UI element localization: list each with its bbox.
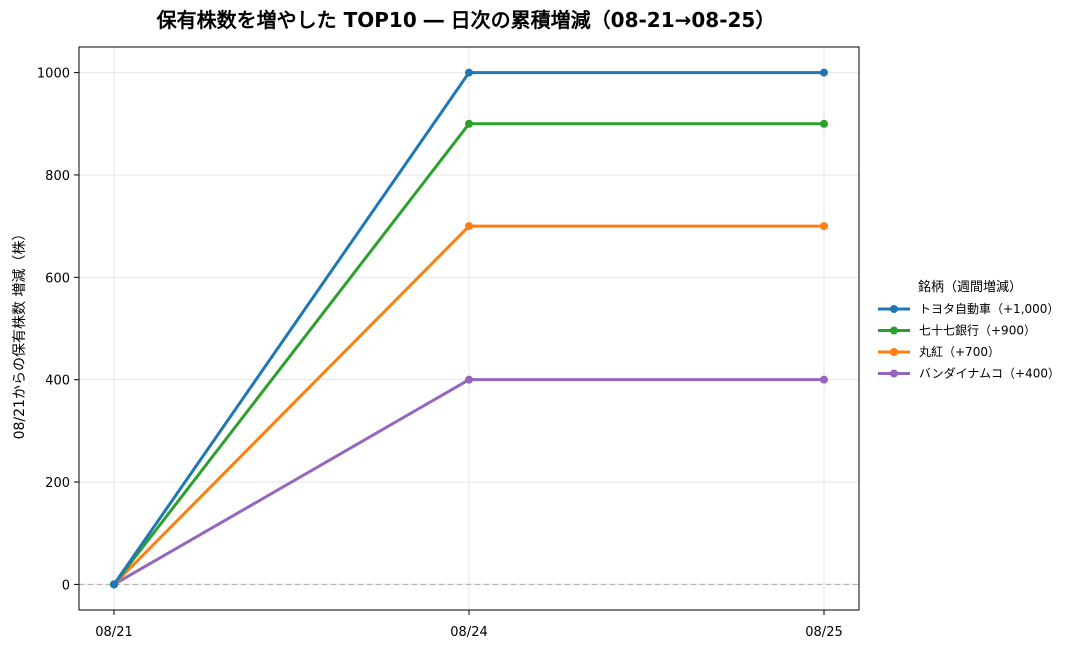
y-tick-label: 1000: [37, 67, 70, 82]
y-tick-label: 600: [45, 271, 70, 286]
data-point: [465, 68, 473, 77]
y-tick-label: 200: [45, 476, 70, 491]
legend-label: バンダイナムコ（+400）: [919, 366, 1060, 381]
legend-item: バンダイナムコ（+400）: [878, 366, 1060, 381]
y-tick-label: 400: [45, 374, 70, 389]
x-tick-label: 08/24: [450, 625, 487, 640]
legend-swatch-marker: [890, 305, 898, 313]
legend-title: 銘柄（週間増減）: [918, 279, 1022, 295]
data-point: [820, 222, 828, 231]
series-group: [110, 68, 828, 589]
legend-item: 七十七銀行（+900）: [878, 324, 1036, 338]
data-point: [820, 119, 828, 128]
legend-label: 丸紅（+700）: [919, 345, 1000, 359]
legend-swatch-marker: [890, 326, 898, 335]
legend-swatch-marker: [890, 369, 898, 378]
data-point: [465, 119, 473, 128]
grid-lines: [79, 47, 859, 610]
data-point: [465, 375, 473, 384]
x-tick-label: 08/25: [805, 625, 842, 640]
y-tick-label: 0: [62, 578, 70, 593]
legend-label: トヨタ自動車（+1,000）: [919, 302, 1059, 316]
y-tick-label: 800: [45, 169, 70, 184]
chart-title: 保有株数を増やした TOP10 ― 日次の累積増減（08-21→08-25）: [156, 8, 776, 32]
legend-label: 七十七銀行（+900）: [919, 324, 1036, 338]
y-axis-ticks: 0 200 400 600 800 1000: [37, 67, 79, 593]
data-point: [820, 375, 828, 384]
data-point: [110, 580, 118, 589]
legend-swatch-marker: [890, 348, 898, 356]
legend: 銘柄（週間増減） トヨタ自動車（+1,000） 七十七銀行（+900） 丸紅（+70…: [878, 279, 1060, 381]
data-point: [820, 68, 828, 77]
series-0: [110, 68, 828, 589]
y-axis-label: 08/21からの保有株数 増減（株）: [11, 227, 28, 440]
x-tick-label: 08/21: [95, 625, 132, 640]
data-point: [465, 222, 473, 231]
legend-item: 丸紅（+700）: [878, 345, 1000, 359]
legend-item: トヨタ自動車（+1,000）: [878, 302, 1059, 316]
x-axis-ticks: 08/21 08/24 08/25: [95, 610, 843, 640]
